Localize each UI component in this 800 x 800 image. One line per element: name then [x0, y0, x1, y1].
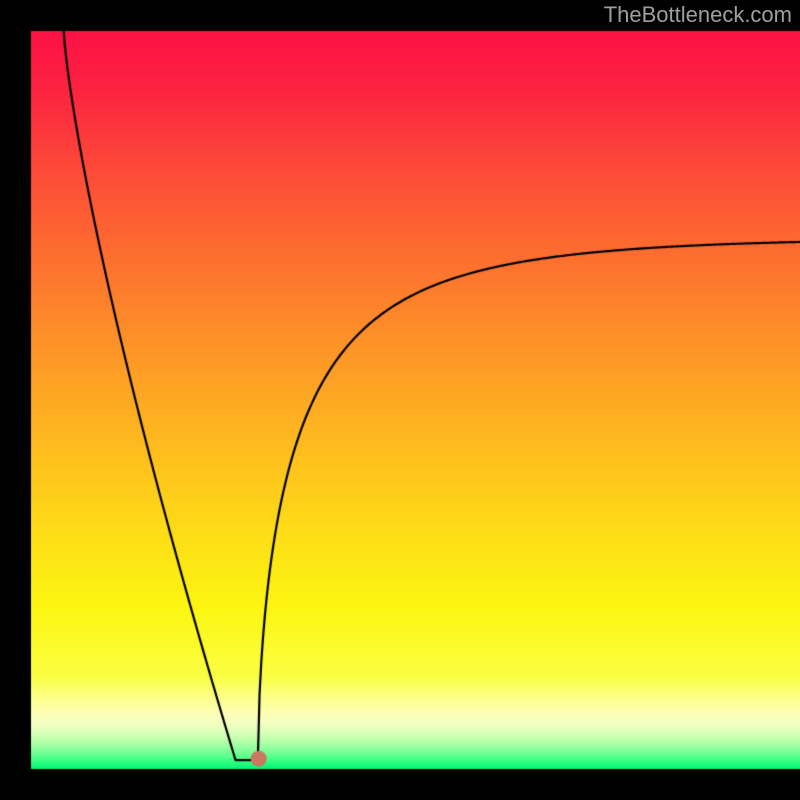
bottleneck-curve-chart: [0, 0, 800, 800]
watermark-label: TheBottleneck.com: [604, 2, 792, 28]
chart-root: TheBottleneck.com: [0, 0, 800, 800]
